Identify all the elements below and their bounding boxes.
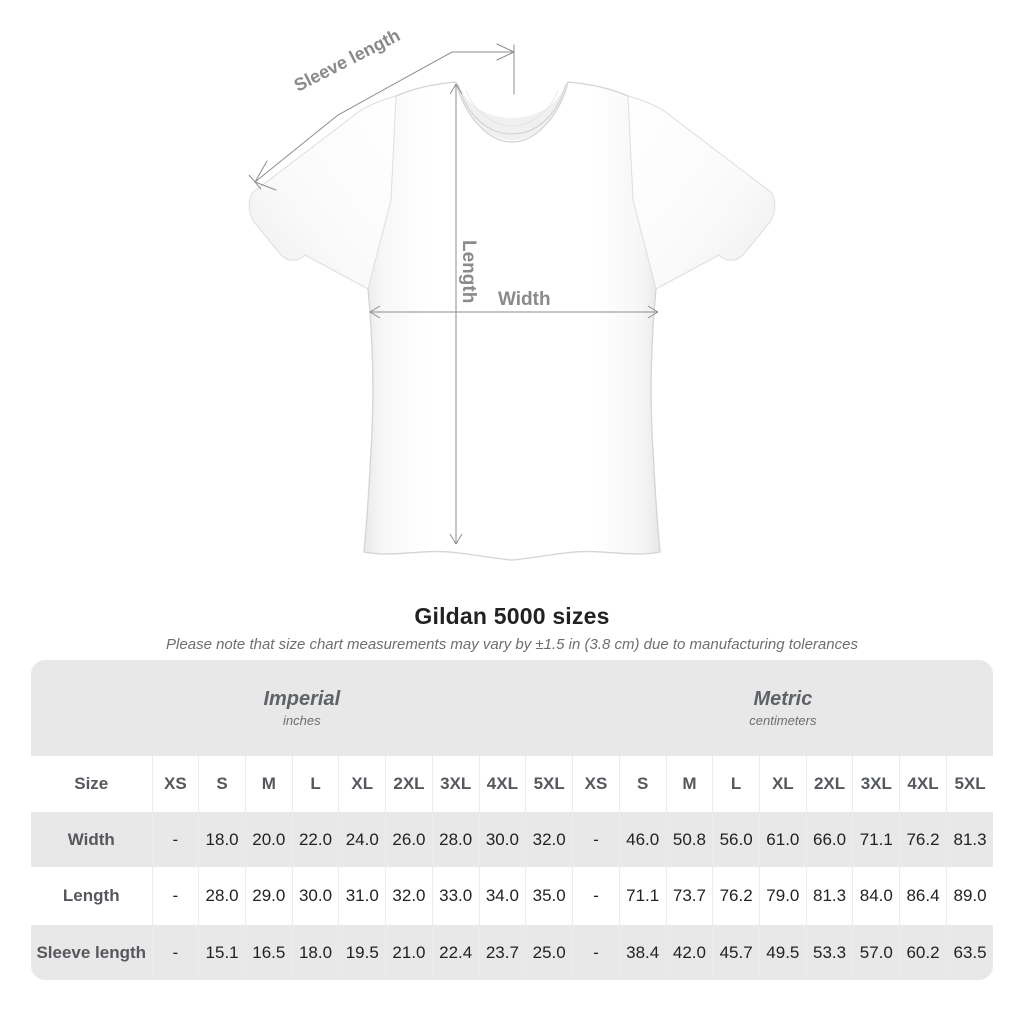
svg-text:Sleeve length: Sleeve length: [291, 25, 403, 96]
svg-text:Width: Width: [498, 289, 551, 310]
svg-text:Length: Length: [458, 240, 479, 303]
